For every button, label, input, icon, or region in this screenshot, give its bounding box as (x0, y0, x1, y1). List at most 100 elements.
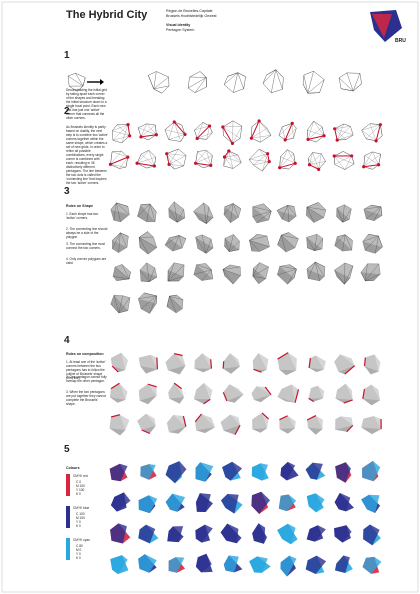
shape-line (309, 153, 322, 165)
shape-line (224, 238, 230, 252)
connect-line (334, 128, 338, 141)
shape-line (307, 126, 323, 140)
shape (307, 415, 323, 430)
rule-item: 3. The connecting line must connect the … (66, 242, 105, 250)
shape-line (149, 267, 155, 282)
shape (306, 525, 326, 542)
shape-line (224, 156, 242, 163)
shape-line (153, 85, 170, 90)
shape-line (112, 232, 121, 241)
shape-line (195, 237, 207, 254)
shape (138, 554, 157, 573)
shape-line (228, 150, 234, 169)
outline (363, 357, 366, 367)
shape-line (195, 155, 213, 164)
shape (277, 352, 297, 371)
shape (140, 464, 156, 480)
shape-line (144, 292, 157, 296)
shape-line (342, 204, 345, 223)
outline (222, 392, 228, 402)
shape (110, 383, 128, 400)
shape-line (224, 72, 238, 85)
section-number: 2 (64, 106, 70, 117)
shape-line (164, 121, 175, 130)
shape-line (197, 132, 213, 139)
shape-line (112, 232, 121, 249)
shape-line (306, 237, 315, 251)
shape-line (166, 153, 187, 156)
shape-line (136, 154, 142, 164)
shape-line (206, 247, 214, 254)
shape-line (110, 202, 117, 210)
shape-line (287, 205, 295, 207)
active-corner (278, 166, 282, 170)
shape-line (281, 234, 295, 248)
section-number: 1 (64, 50, 70, 61)
shape-line (302, 84, 308, 94)
active-corner (230, 141, 235, 146)
active-corner (293, 161, 297, 165)
shape (109, 414, 130, 430)
swatch-name: CMYK red (73, 474, 88, 478)
shape-line (139, 237, 157, 248)
shape (362, 241, 383, 254)
shape (280, 555, 297, 577)
shape (223, 555, 239, 573)
shape-line (280, 156, 296, 164)
outline (222, 361, 225, 369)
shape-line (253, 153, 268, 166)
shape-line (337, 123, 345, 141)
shape-line (222, 269, 226, 277)
shape (193, 211, 214, 224)
outline (308, 357, 311, 368)
outline (141, 429, 151, 435)
shape-line (334, 123, 344, 129)
section-number: 5 (64, 444, 70, 455)
shape-line (278, 123, 293, 136)
shape-line (262, 161, 270, 172)
shape-line (118, 297, 131, 313)
shape (165, 353, 186, 371)
shape (194, 353, 212, 369)
shape-line (336, 276, 345, 285)
swatch-spec: C 100 (76, 512, 85, 516)
shape (195, 524, 213, 543)
shape (305, 555, 327, 574)
shape-line (276, 205, 288, 211)
connect-line (127, 124, 131, 136)
shape-line (363, 151, 373, 167)
shape (138, 524, 156, 544)
shape (138, 298, 157, 314)
shape (110, 555, 128, 575)
shape-line (114, 266, 130, 280)
shape-line (172, 235, 180, 252)
shape-line (287, 205, 290, 222)
shape-line (110, 150, 122, 165)
shape-line (193, 211, 207, 224)
shape (334, 525, 352, 543)
shape-line (193, 269, 212, 275)
shape (334, 492, 351, 512)
shape (166, 148, 187, 170)
swatch-name: CMYK blue (73, 506, 90, 510)
shape-line (138, 127, 157, 135)
outline (343, 399, 353, 404)
shape (306, 207, 324, 223)
shape-line (195, 150, 207, 164)
swatch-spec: M 100 (76, 484, 85, 488)
active-corner (195, 136, 199, 141)
shape (252, 206, 269, 223)
shape-line (315, 262, 320, 281)
shape-line (366, 138, 377, 141)
shape (112, 240, 127, 253)
shape-line (251, 126, 253, 139)
active-corner (222, 155, 227, 159)
active-corner (167, 162, 171, 167)
shape-line (353, 83, 362, 92)
shape-line (181, 124, 186, 135)
shape (306, 269, 325, 281)
outline (194, 413, 202, 423)
shape (335, 383, 353, 400)
shape-line (275, 69, 283, 90)
shape-line (306, 202, 319, 208)
